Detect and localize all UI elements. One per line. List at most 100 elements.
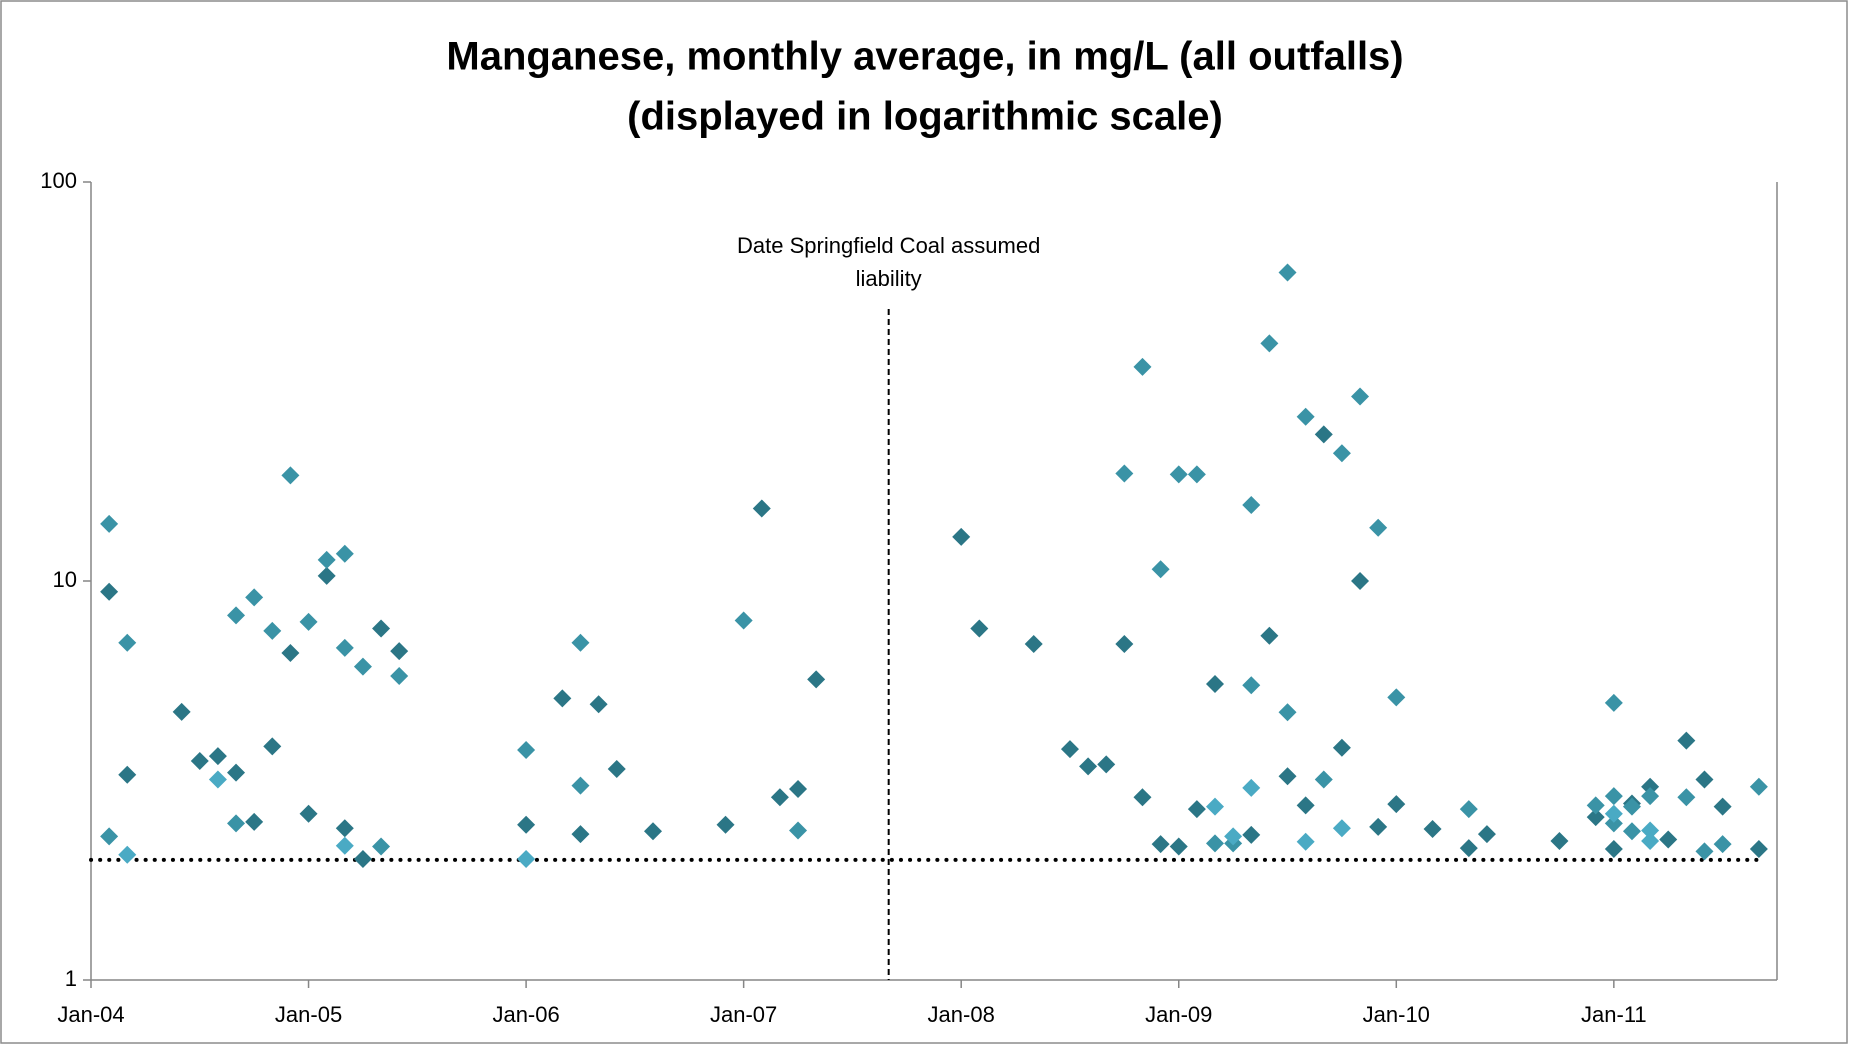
- data-point: [1713, 797, 1732, 816]
- data-point: [1133, 357, 1152, 376]
- data-point: [1079, 757, 1098, 776]
- data-point: [1115, 464, 1134, 483]
- data-point: [118, 633, 137, 652]
- data-point: [1314, 770, 1333, 789]
- data-point: [1677, 788, 1696, 807]
- x-tick-label: Jan-10: [1363, 1002, 1430, 1027]
- data-point: [372, 619, 391, 638]
- data-point: [1622, 797, 1641, 816]
- data-point: [208, 770, 227, 789]
- data-point: [1695, 770, 1714, 789]
- data-point: [281, 644, 300, 663]
- data-point: [1659, 830, 1678, 849]
- y-tick-label: 100: [40, 168, 77, 193]
- data-point: [734, 611, 753, 630]
- data-point: [335, 836, 354, 855]
- data-point: [281, 466, 300, 485]
- data-point: [770, 788, 789, 807]
- data-point: [789, 821, 808, 840]
- data-point: [571, 776, 590, 795]
- y-tick-label: 1: [65, 966, 77, 991]
- data-point: [1332, 444, 1351, 463]
- data-point: [172, 702, 191, 721]
- data-point: [227, 814, 246, 833]
- data-point: [1151, 560, 1170, 579]
- data-point: [1604, 804, 1623, 823]
- x-tick-label: Jan-04: [57, 1002, 124, 1027]
- data-point: [1713, 835, 1732, 854]
- data-point: [571, 633, 590, 652]
- data-point: [970, 619, 989, 638]
- data-point: [1641, 787, 1660, 806]
- data-point: [1695, 842, 1714, 861]
- data-point: [1097, 755, 1116, 774]
- data-point: [1622, 822, 1641, 841]
- data-point: [335, 819, 354, 838]
- data-point: [353, 850, 372, 869]
- data-point: [335, 638, 354, 657]
- data-point: [1278, 703, 1297, 722]
- data-point: [1586, 796, 1605, 815]
- data-point: [1242, 496, 1261, 515]
- data-point: [589, 695, 608, 714]
- data-point: [227, 763, 246, 782]
- data-point: [716, 815, 735, 834]
- data-point: [1296, 796, 1315, 815]
- data-point: [1477, 825, 1496, 844]
- data-point: [1278, 767, 1297, 786]
- data-point: [245, 812, 264, 831]
- data-point: [1296, 832, 1315, 851]
- data-point: [299, 804, 318, 823]
- data-point: [752, 499, 771, 518]
- data-point: [390, 666, 409, 685]
- data-point: [118, 845, 137, 864]
- data-point: [517, 741, 536, 760]
- data-point: [1278, 263, 1297, 282]
- data-point: [1187, 465, 1206, 484]
- data-point: [1332, 819, 1351, 838]
- data-point: [118, 765, 137, 784]
- data-point: [1369, 817, 1388, 836]
- data-point: [517, 815, 536, 834]
- data-point: [1224, 827, 1243, 846]
- chart-title: Manganese, monthly average, in mg/L (all…: [446, 35, 1403, 79]
- data-point: [1604, 787, 1623, 806]
- data-point: [1369, 518, 1388, 537]
- data-point: [807, 670, 826, 689]
- data-point: [1206, 674, 1224, 693]
- x-tick-label: Jan-08: [928, 1002, 995, 1027]
- y-tick-label: 10: [53, 567, 77, 592]
- data-point: [1151, 835, 1170, 854]
- data-point: [1242, 778, 1261, 797]
- data-point: [1169, 465, 1188, 484]
- data-point: [952, 527, 971, 546]
- data-point: [1604, 814, 1623, 833]
- data-point: [1641, 777, 1660, 796]
- data-point: [1351, 572, 1370, 590]
- data-point: [607, 759, 626, 778]
- data-point: [100, 827, 119, 846]
- data-point: [1314, 425, 1333, 444]
- data-point: [299, 612, 318, 631]
- data-point: [1459, 839, 1478, 858]
- data-point: [1115, 635, 1134, 654]
- data-point: [390, 642, 409, 661]
- chart-subtitle: (displayed in logarithmic scale): [627, 95, 1223, 139]
- data-point: [1242, 825, 1261, 844]
- data-point: [1260, 626, 1279, 645]
- data-point: [317, 550, 336, 569]
- data-point: [1604, 839, 1623, 858]
- x-tick-label: Jan-09: [1145, 1002, 1212, 1027]
- data-point: [1296, 407, 1315, 426]
- annotation-text: liability: [856, 266, 922, 291]
- data-point: [263, 737, 282, 756]
- data-point: [789, 780, 808, 799]
- data-point: [1169, 837, 1188, 856]
- data-point: [317, 566, 336, 585]
- data-point: [1387, 795, 1406, 814]
- data-point: [1133, 788, 1152, 807]
- data-point: [1550, 832, 1569, 851]
- data-point: [190, 751, 209, 770]
- data-point: [1387, 688, 1406, 707]
